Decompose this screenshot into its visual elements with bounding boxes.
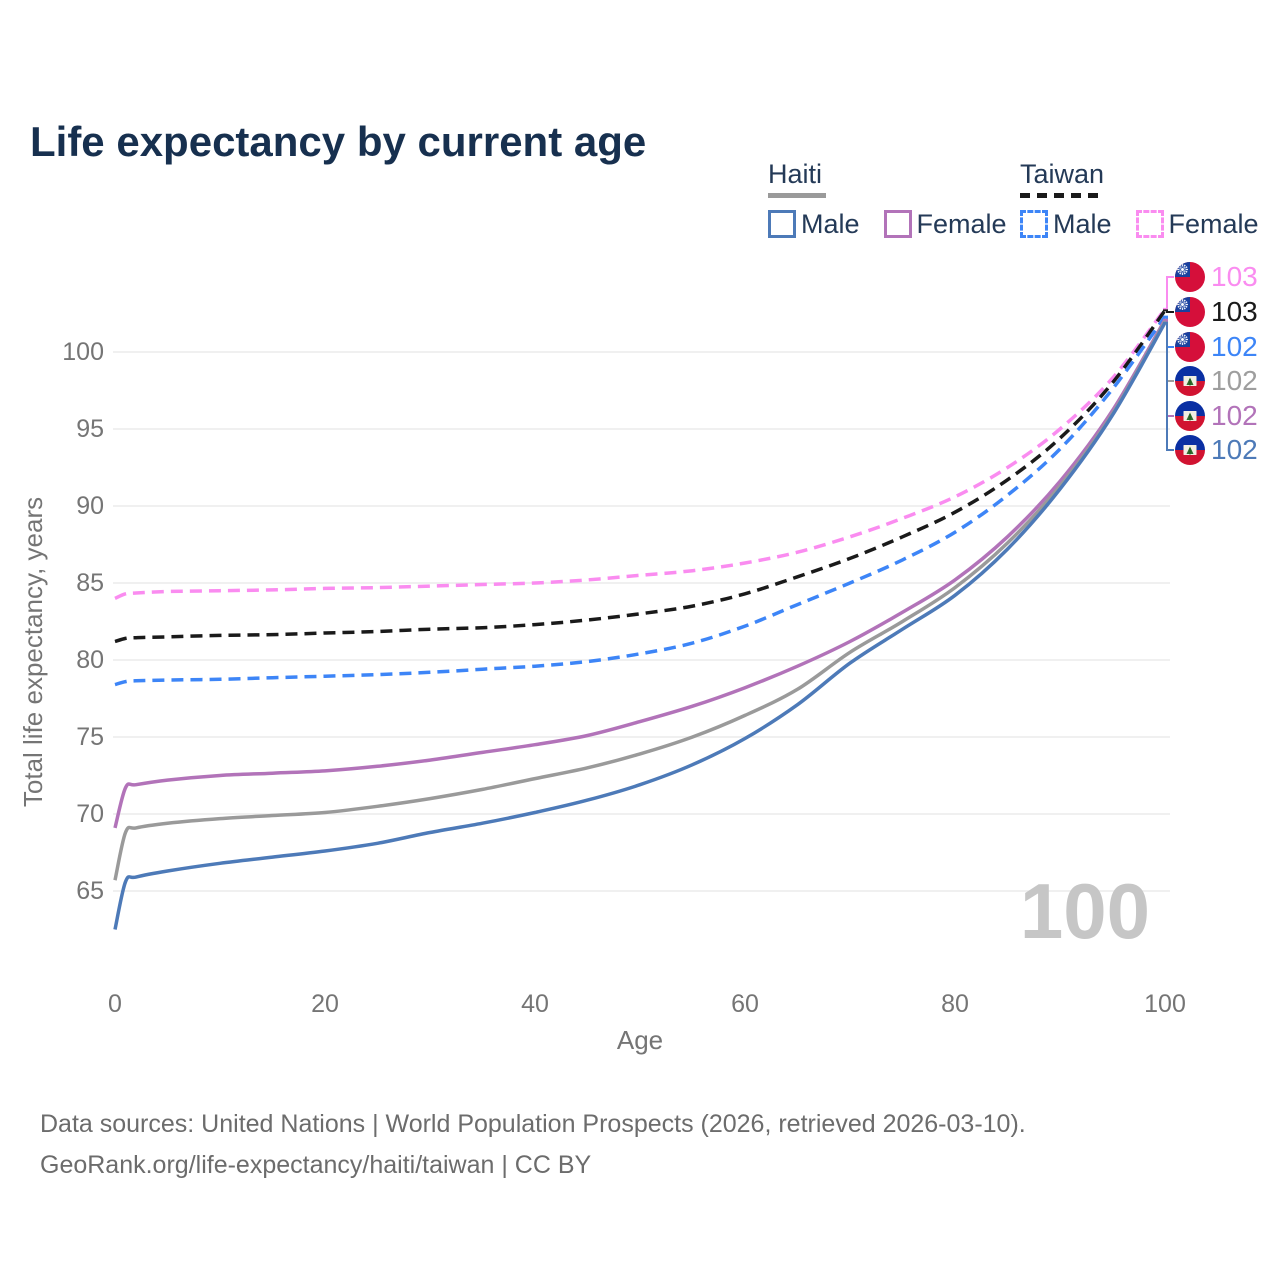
- age-counter-watermark: 100: [1020, 867, 1150, 955]
- series-line-taiwan: [114, 309, 1167, 644]
- y-tick-label-95: 95: [76, 415, 104, 443]
- end-value-label-taiwan: 103: [1211, 296, 1258, 327]
- taiwan-line-style-sample: [1020, 192, 1104, 198]
- legend-item-taiwan-male[interactable]: Male: [1020, 209, 1112, 240]
- legend-country-taiwan-label: Taiwan: [1020, 159, 1105, 189]
- series-line-taiwan-female: [114, 307, 1167, 600]
- legend-group-taiwan: Taiwan Male Female: [1020, 159, 1280, 240]
- haiti-flag-icon: [1175, 401, 1205, 431]
- y-axis-title: Total life expectancy, years: [18, 497, 48, 807]
- end-value-label-taiwan-female: 103: [1211, 261, 1258, 292]
- taiwan-flag-icon: [1175, 297, 1205, 327]
- legend-item-taiwan-male-label: Male: [1053, 208, 1112, 239]
- legend-item-haiti-male-label: Male: [801, 208, 860, 239]
- y-tick-label-85: 85: [76, 569, 104, 597]
- legend-country-haiti-label: Haiti: [768, 159, 823, 189]
- legend-item-haiti-female[interactable]: Female: [883, 208, 1007, 240]
- x-tick-label-80: 80: [941, 990, 969, 1018]
- x-tick-label-0: 0: [108, 990, 122, 1018]
- x-tick-label-20: 20: [311, 990, 339, 1018]
- taiwan-female-swatch-icon[interactable]: [1135, 210, 1164, 239]
- series-line-haiti-male: [113, 321, 1167, 930]
- leader-line-haiti-male: [1163, 321, 1174, 451]
- series-line-haiti-female: [113, 318, 1167, 829]
- haiti-flag-icon: [1175, 435, 1205, 465]
- legend-item-haiti-male[interactable]: Male: [768, 209, 860, 240]
- legend-item-taiwan-female[interactable]: Female: [1135, 208, 1259, 240]
- footer: Data sources: United Nations | World Pop…: [40, 1104, 1026, 1186]
- taiwan-flag-icon: [1175, 332, 1205, 362]
- y-tick-label-65: 65: [76, 877, 104, 905]
- end-value-label-haiti-female: 102: [1211, 400, 1258, 431]
- end-value-label-taiwan-male: 102: [1211, 331, 1258, 362]
- end-value-label-haiti-male: 102: [1211, 434, 1258, 465]
- haiti-flag-icon: [1175, 366, 1205, 396]
- y-tick-label-100: 100: [62, 338, 104, 366]
- haiti-line-style-sample: [768, 192, 826, 198]
- legend-group-haiti: Haiti Male Female: [768, 159, 1031, 240]
- footer-data-sources: Data sources: United Nations | World Pop…: [40, 1110, 1026, 1138]
- legend-country-taiwan: Taiwan: [1020, 159, 1280, 198]
- y-tick-label-70: 70: [76, 800, 104, 828]
- footer-attribution: GeoRank.org/life-expectancy/haiti/taiwan…: [40, 1151, 592, 1179]
- leader-line-taiwan: [1163, 309, 1174, 313]
- x-tick-label-100: 100: [1144, 990, 1186, 1018]
- x-tick-label-40: 40: [521, 990, 549, 1018]
- x-axis-title: Age: [617, 1025, 663, 1055]
- y-tick-label-90: 90: [76, 492, 104, 520]
- x-tick-label-60: 60: [731, 990, 759, 1018]
- legend-item-taiwan-female-label: Female: [1168, 208, 1259, 239]
- taiwan-flag-icon: [1175, 262, 1205, 292]
- leader-line-haiti-female: [1163, 318, 1174, 417]
- haiti-male-swatch-icon[interactable]: [768, 210, 796, 239]
- series-line-taiwan-male: [114, 315, 1167, 687]
- series-line-haiti: [113, 320, 1167, 881]
- legend-country-haiti: Haiti: [768, 159, 1031, 198]
- page-title: Life expectancy by current age: [30, 118, 647, 166]
- leader-line-haiti: [1163, 320, 1174, 382]
- taiwan-male-swatch-icon[interactable]: [1020, 210, 1048, 239]
- leader-line-taiwan-female: [1163, 276, 1174, 310]
- y-tick-label-80: 80: [76, 646, 104, 674]
- end-value-label-haiti: 102: [1211, 365, 1258, 396]
- haiti-female-swatch-icon[interactable]: [883, 210, 912, 239]
- y-tick-label-75: 75: [76, 723, 104, 751]
- legend-item-haiti-female-label: Female: [916, 208, 1007, 239]
